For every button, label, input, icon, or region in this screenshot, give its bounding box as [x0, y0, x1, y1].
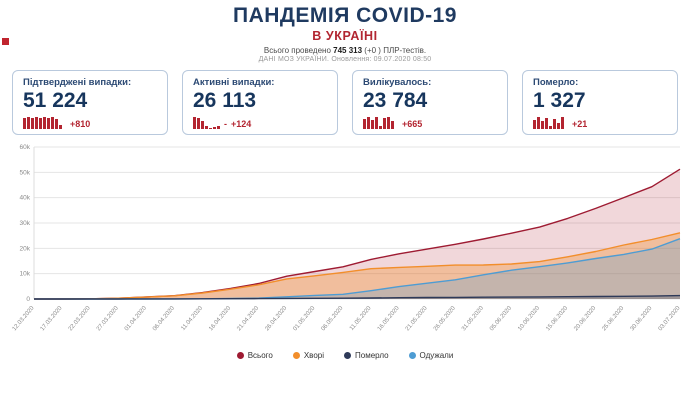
- svg-text:16.04.2020: 16.04.2020: [208, 305, 232, 332]
- tests-prefix: Всього проведено: [263, 46, 331, 55]
- stat-card-active: Активні випадки: 26 113 - +124: [182, 70, 338, 136]
- svg-text:06.04.2020: 06.04.2020: [152, 305, 176, 332]
- svg-text:0: 0: [26, 296, 30, 303]
- dashboard-header: ПАНДЕМІЯ COVID-19 В УКРАЇНІ Всього прове…: [0, 0, 690, 63]
- svg-text:22.03.2020: 22.03.2020: [68, 305, 92, 332]
- red-corner-marker: [2, 38, 9, 45]
- card-trend-row: +21: [533, 115, 667, 130]
- svg-text:21.05.2020: 21.05.2020: [405, 305, 429, 332]
- tests-delta: (+0 ): [364, 46, 381, 55]
- svg-text:20.06.2020: 20.06.2020: [573, 305, 597, 332]
- legend-dot-total: [236, 352, 244, 360]
- card-sparkline: [363, 116, 394, 130]
- tests-total: 745 313: [333, 46, 363, 55]
- legend-dot-sick: [292, 352, 300, 360]
- tests-summary: Всього проведено 745 313 (+0 ) ПЛР-тесті…: [0, 46, 690, 55]
- svg-text:31.05.2020: 31.05.2020: [461, 305, 485, 332]
- card-delta: +124: [231, 119, 252, 130]
- svg-text:40k: 40k: [20, 195, 31, 202]
- svg-text:26.05.2020: 26.05.2020: [433, 305, 457, 332]
- card-delta: +665: [402, 119, 423, 130]
- card-sparkline: [193, 116, 220, 130]
- svg-text:01.04.2020: 01.04.2020: [124, 305, 148, 332]
- card-label: Підтверджені випадки:: [23, 77, 132, 88]
- svg-text:21.04.2020: 21.04.2020: [236, 305, 260, 332]
- legend-item-deaths: Померло: [344, 351, 389, 360]
- svg-text:26.04.2020: 26.04.2020: [264, 305, 288, 332]
- svg-text:17.03.2020: 17.03.2020: [40, 305, 64, 332]
- stat-card-recovered: Вилікувалось: 23 784 +665: [352, 70, 508, 136]
- svg-text:10k: 10k: [20, 271, 31, 278]
- card-label: Активні випадки:: [193, 77, 275, 88]
- svg-text:30.06.2020: 30.06.2020: [630, 305, 654, 332]
- svg-text:60k: 60k: [20, 144, 31, 151]
- svg-text:50k: 50k: [20, 169, 31, 176]
- stat-card-deaths: Померло: 1 327 +21: [522, 70, 678, 136]
- legend-dot-recovered: [408, 352, 416, 360]
- legend-label: Померло: [355, 351, 389, 361]
- card-value: 26 113: [193, 89, 257, 112]
- svg-text:05.06.2020: 05.06.2020: [489, 305, 513, 332]
- card-trend-row: +665: [363, 115, 497, 130]
- svg-text:10.06.2020: 10.06.2020: [517, 305, 541, 332]
- card-trend-row: - +124: [193, 115, 327, 130]
- card-trend-row: +810: [23, 115, 157, 130]
- svg-text:15.06.2020: 15.06.2020: [545, 305, 569, 332]
- svg-text:12.03.2020: 12.03.2020: [12, 305, 36, 332]
- legend-dot-deaths: [344, 352, 352, 360]
- legend-label: Хворі: [303, 351, 325, 361]
- chart-legend: Всього Хворі Померло Одужали: [0, 351, 690, 360]
- svg-text:03.07.2020: 03.07.2020: [658, 305, 682, 332]
- card-label: Вилікувалось:: [363, 77, 432, 88]
- stat-card-confirmed: Підтверджені випадки: 51 224 +810: [12, 70, 168, 136]
- card-value: 23 784: [363, 89, 428, 112]
- page-title: ПАНДЕМІЯ COVID-19: [232, 4, 457, 27]
- card-delta: +21: [572, 119, 588, 130]
- svg-text:06.05.2020: 06.05.2020: [321, 305, 345, 332]
- legend-item-recovered: Одужали: [408, 351, 454, 361]
- svg-text:27.03.2020: 27.03.2020: [96, 305, 120, 332]
- svg-text:20k: 20k: [20, 245, 31, 252]
- legend-label: Всього: [247, 351, 273, 361]
- card-sparkline: [533, 116, 564, 130]
- card-value: 51 224: [23, 89, 88, 112]
- svg-text:30k: 30k: [20, 220, 31, 227]
- card-sparkline: [23, 116, 62, 130]
- svg-text:01.05.2020: 01.05.2020: [293, 305, 317, 332]
- card-value: 1 327: [533, 89, 586, 112]
- legend-item-sick: Хворі: [292, 351, 325, 361]
- svg-text:16.05.2020: 16.05.2020: [377, 305, 401, 332]
- card-delta-prefix: -: [224, 119, 227, 130]
- page-subtitle: В УКРАЇНІ: [312, 29, 378, 43]
- svg-text:25.06.2020: 25.06.2020: [601, 305, 625, 332]
- svg-text:11.04.2020: 11.04.2020: [180, 305, 204, 332]
- legend-label: Одужали: [419, 351, 454, 361]
- main-chart-area: 0 10k 20k 30k 40k 50k 60k 12.03.2020 17.03.2020 2…: [0, 137, 690, 351]
- legend-item-total: Всього: [236, 351, 273, 361]
- card-delta: +810: [70, 119, 91, 130]
- stat-cards-row: Підтверджені випадки: 51 224 +810 Активн…: [0, 63, 690, 137]
- svg-text:11.05.2020: 11.05.2020: [349, 305, 373, 332]
- data-source-line: ДАНІ МОЗ УКРАЇНИ. Оновлення: 09.07.2020 …: [258, 56, 432, 63]
- card-label: Померло:: [533, 77, 579, 88]
- tests-suffix: ПЛР-тестів.: [383, 46, 427, 55]
